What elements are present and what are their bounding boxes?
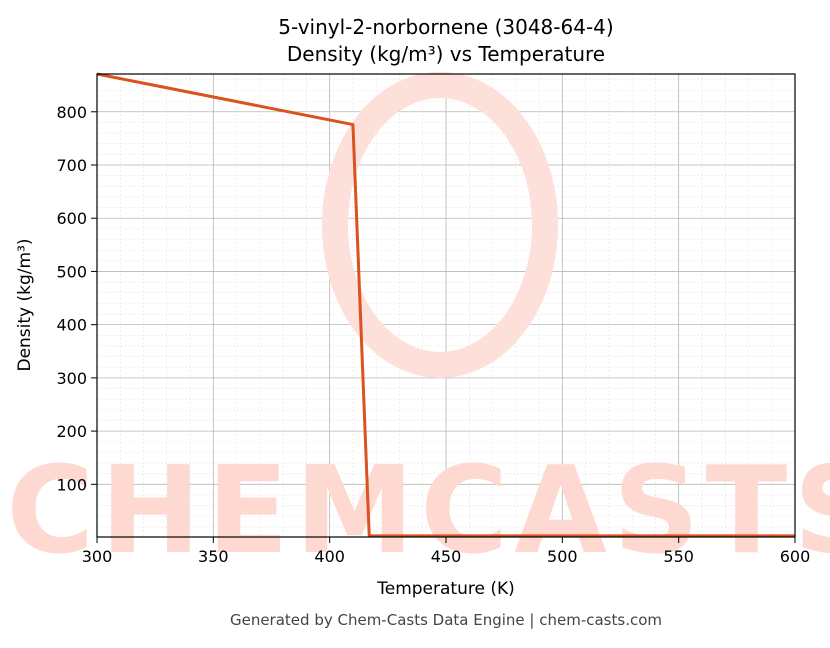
watermark: CHEMCASTS xyxy=(6,442,830,581)
x-tick-label: 300 xyxy=(82,547,113,566)
x-tick-label: 600 xyxy=(780,547,811,566)
watermark-logo xyxy=(322,72,558,378)
y-tick-label: 400 xyxy=(56,316,87,335)
chart-subtitle: Density (kg/m³) vs Temperature xyxy=(287,42,605,66)
x-tick-label: 400 xyxy=(314,547,345,566)
data-line xyxy=(96,72,795,538)
y-tick-label: 100 xyxy=(56,475,87,494)
y-tick-label: 200 xyxy=(56,422,87,441)
x-tick-label: 500 xyxy=(547,547,578,566)
y-tick-label: 500 xyxy=(56,262,87,281)
grid xyxy=(96,74,796,537)
plot xyxy=(96,72,795,538)
y-tick-label: 800 xyxy=(56,103,87,122)
y-tick-label: 300 xyxy=(56,369,87,388)
x-tick-label: 550 xyxy=(663,547,694,566)
y-tick-label: 600 xyxy=(56,209,87,228)
x-axis-label: Temperature (K) xyxy=(376,579,515,599)
y-tick-label: 700 xyxy=(56,156,87,175)
x-tick-label: 450 xyxy=(431,547,462,566)
chart-title: 5-vinyl-2-norbornene (3048-64-4) xyxy=(278,15,613,39)
y-axis-label: Density (kg/m³) xyxy=(15,238,35,371)
x-tick-label: 350 xyxy=(198,547,229,566)
footer: Generated by Chem-Casts Data Engine | ch… xyxy=(230,611,662,629)
